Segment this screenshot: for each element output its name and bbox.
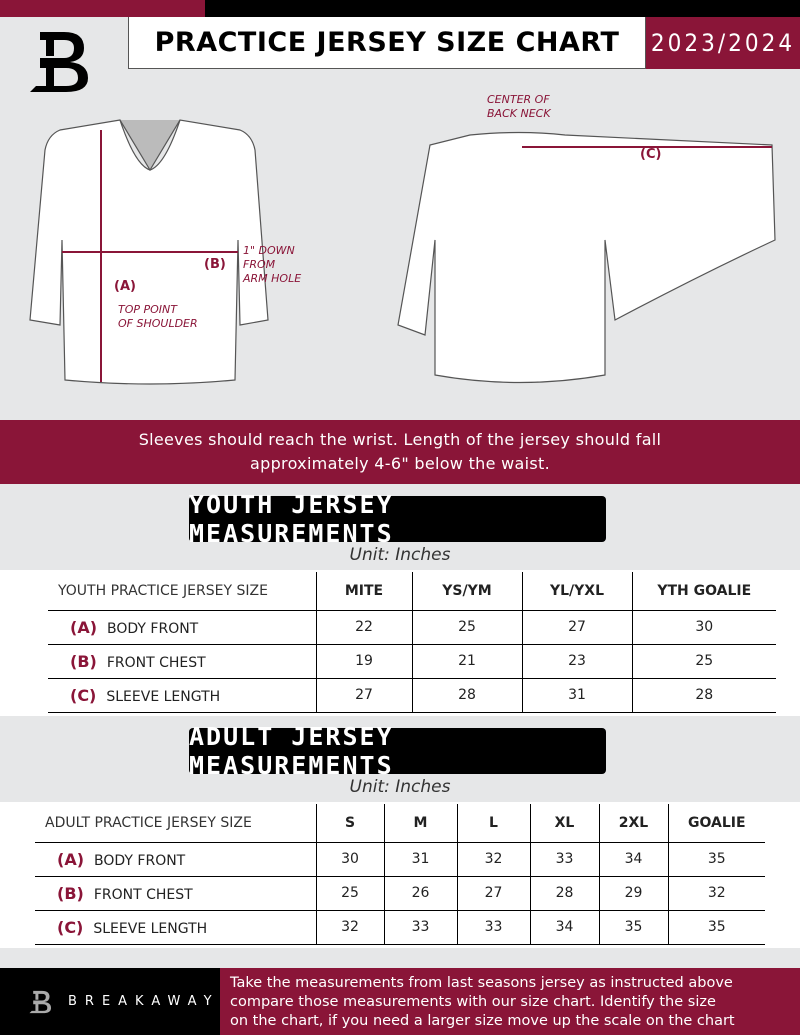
season-label: 2023/2024 — [646, 17, 800, 69]
youth-section-title: YOUTH JERSEY MEASUREMENTS — [189, 490, 606, 548]
table-cell: 30 — [631, 610, 776, 645]
header-label: YOUTH PRACTICE JERSEY SIZE — [48, 572, 316, 611]
table-cell: 23 — [521, 644, 632, 679]
youth-size-table: YOUTH PRACTICE JERSEY SIZE MITE YS/YM YL/Y… — [48, 572, 776, 713]
fit-instructions-banner: Sleeves should reach the wrist. Length o… — [0, 420, 800, 484]
table-cell: 22 — [315, 610, 412, 645]
adult-section-title: ADULT JERSEY MEASUREMENTS — [189, 722, 606, 780]
table-cell: 33 — [529, 842, 599, 877]
label-a: (A) — [114, 279, 136, 294]
table-cell: 27 — [456, 876, 530, 911]
table-cell: (C) SLEEVE LENGTH — [35, 910, 316, 945]
breakaway-logo — [30, 32, 88, 92]
table-row: (B) FRONT CHEST 25 26 27 28 29 32 — [35, 876, 765, 911]
note-top-point: TOP POINT OF SHOULDER — [118, 303, 198, 330]
table-header-row: YOUTH PRACTICE JERSEY SIZE MITE YS/YM YL/Y… — [48, 572, 776, 611]
jersey-back — [397, 131, 776, 384]
adult-size-table: ADULT PRACTICE JERSEY SIZE S M L XL 2XL GOALI… — [35, 804, 765, 945]
table-cell: GOALIE — [667, 804, 765, 843]
table-cell: (B) FRONT CHEST — [35, 876, 316, 911]
table-cell: 19 — [315, 644, 412, 679]
top-black-bar — [205, 0, 800, 17]
row-code: (B) — [70, 651, 97, 671]
table-cell: 26 — [383, 876, 457, 911]
table-row: (A) BODY FRONT 30 31 32 33 34 35 — [35, 842, 765, 877]
table-cell: 34 — [598, 842, 668, 877]
footer-brand: BREAKAWAY — [0, 968, 220, 1035]
table-cell: 28 — [631, 678, 776, 713]
table-row: (B) FRONT CHEST 19 21 23 25 — [48, 644, 776, 679]
header-label: ADULT PRACTICE JERSEY SIZE — [35, 804, 316, 843]
table-row: (C) SLEEVE LENGTH 27 28 31 28 — [48, 678, 776, 713]
row-label: FRONT CHEST — [106, 654, 206, 671]
youth-unit: Unit: Inches — [349, 545, 451, 565]
table-cell: 25 — [315, 876, 384, 911]
table-header-row: ADULT PRACTICE JERSEY SIZE S M L XL 2XL GOALI… — [35, 804, 765, 843]
row-label: SLEEVE LENGTH — [106, 688, 221, 705]
measure-lines — [62, 130, 772, 382]
table-cell: 25 — [631, 644, 776, 679]
note-center-back-neck: CENTER OF BACK NECK — [487, 93, 551, 120]
table-cell: 32 — [315, 910, 384, 945]
table-cell: 35 — [667, 842, 765, 877]
table-cell: 32 — [456, 842, 530, 877]
table-cell: 35 — [667, 910, 765, 945]
brand-name: BREAKAWAY — [68, 994, 220, 1009]
footer-instructions: Take the measurements from last seasons … — [220, 968, 800, 1035]
table-cell: 31 — [383, 842, 457, 877]
size-header: YL/YXL — [521, 572, 632, 611]
table-cell: 27 — [521, 610, 632, 645]
table-row: (A) BODY FRONT 22 25 27 30 — [48, 610, 776, 645]
jersey-diagram — [29, 119, 776, 385]
table-cell: 27 — [315, 678, 412, 713]
label-b: (B) — [204, 257, 226, 272]
table-cell: 31 — [521, 678, 632, 713]
table-cell: 33 — [383, 910, 457, 945]
table-cell: 2XL — [598, 804, 668, 843]
table-cell: 25 — [411, 610, 522, 645]
table-cell: 32 — [667, 876, 765, 911]
table-cell: 33 — [456, 910, 530, 945]
table-cell: 30 — [315, 842, 384, 877]
table-cell: 29 — [598, 876, 668, 911]
row-label: BODY FRONT — [107, 620, 199, 637]
size-header: MITE — [315, 572, 412, 611]
table-cell: 21 — [411, 644, 522, 679]
table-cell: M — [383, 804, 457, 843]
table-cell: 28 — [411, 678, 522, 713]
breakaway-logo-small — [29, 990, 52, 1013]
table-cell: XL — [529, 804, 599, 843]
table-cell: (A) BODY FRONT — [48, 610, 316, 645]
table-cell: 35 — [598, 910, 668, 945]
table-cell: (A) BODY FRONT — [35, 842, 316, 877]
table-cell: 28 — [529, 876, 599, 911]
table-cell: (B) FRONT CHEST — [48, 644, 316, 679]
note-arm-hole: 1" DOWN FROM ARM HOLE — [243, 244, 302, 285]
table-row: (C) SLEEVE LENGTH 32 33 33 34 35 35 — [35, 910, 765, 945]
size-header: YTH GOALIE — [631, 572, 776, 611]
top-accent-bar — [0, 0, 205, 17]
table-cell: (C) SLEEVE LENGTH — [48, 678, 316, 713]
label-c: (C) — [640, 147, 662, 162]
size-header: YS/YM — [411, 572, 522, 611]
row-code: (C) — [70, 685, 97, 705]
table-cell: 34 — [529, 910, 599, 945]
table-cell: S — [315, 804, 384, 843]
page-title: PRACTICE JERSEY SIZE CHART — [128, 17, 646, 69]
row-code: (A) — [70, 617, 98, 637]
table-cell: L — [456, 804, 530, 843]
adult-unit: Unit: Inches — [349, 777, 451, 797]
